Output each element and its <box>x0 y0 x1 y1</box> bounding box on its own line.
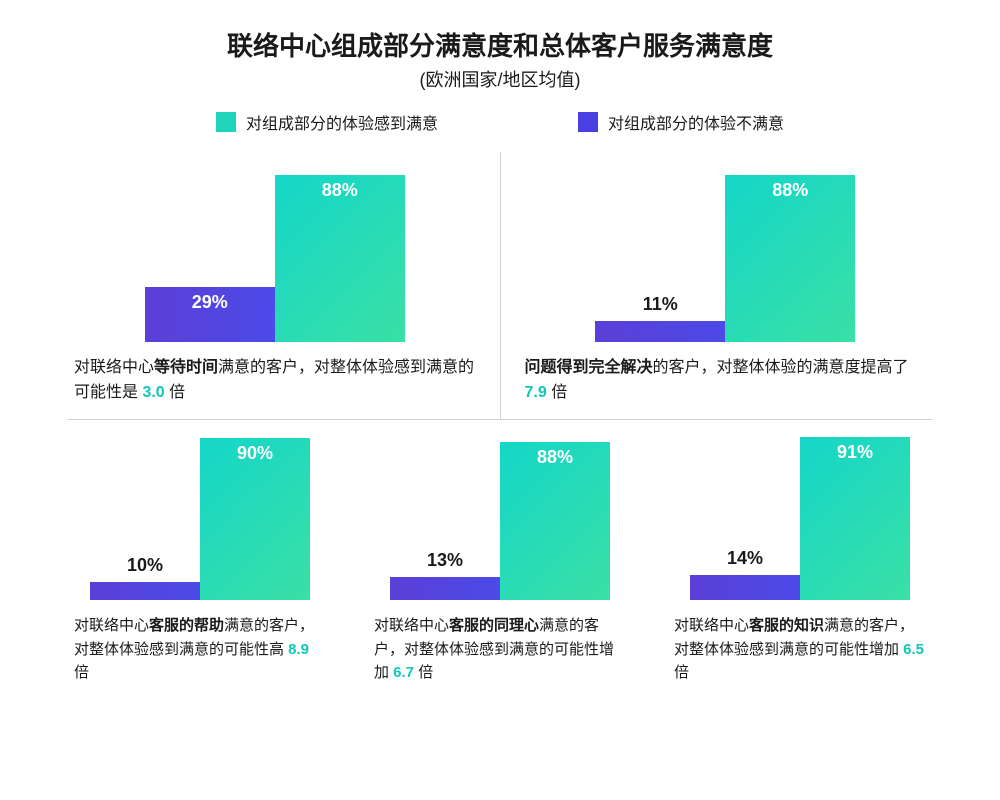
chart-panel: 10% 90% 对联络中心客服的帮助满意的客户，对整体体验感到满意的可能性高 8.9… <box>50 420 350 698</box>
legend: 对组成部分的体验感到满意 对组成部分的体验不满意 <box>50 110 950 134</box>
bar-label-unsatisfied: 10% <box>127 550 163 580</box>
legend-satisfied-label: 对组成部分的体验感到满意 <box>246 110 438 134</box>
chart-panel: 13% 88% 对联络中心客服的同理心满意的客户，对整体体验感到满意的可能性增加 6… <box>350 420 650 698</box>
title-block: 联络中心组成部分满意度和总体客户服务满意度 (欧洲国家/地区均值) <box>50 30 950 92</box>
bar-label-satisfied: 88% <box>537 442 573 472</box>
bar-wrap-satisfied: 90% <box>200 438 310 600</box>
bar-label-unsatisfied: 11% <box>643 289 678 319</box>
bar-label-unsatisfied: 14% <box>727 543 763 573</box>
chart-panel: 29% 88% 对联络中心等待时间满意的客户，对整体体验感到满意的可能性是 3.0 … <box>50 152 501 420</box>
bar-label-satisfied: 88% <box>322 175 358 205</box>
row-bottom: 10% 90% 对联络中心客服的帮助满意的客户，对整体体验感到满意的可能性高 8.9… <box>50 420 950 698</box>
sub-title: (欧洲国家/地区均值) <box>50 66 950 92</box>
bar-wrap-unsatisfied: 10% <box>90 550 200 600</box>
bar-label-satisfied: 90% <box>237 438 273 468</box>
bar-unsatisfied <box>595 321 725 342</box>
bar-unsatisfied <box>390 577 500 600</box>
bar-wrap-satisfied: 88% <box>725 175 855 342</box>
bar-label-unsatisfied: 13% <box>427 545 463 575</box>
bar-wrap-unsatisfied: 11% <box>595 289 725 342</box>
panel-caption: 对联络中心客服的帮助满意的客户，对整体体验感到满意的可能性高 8.9 倍 <box>68 614 332 684</box>
row-top: 29% 88% 对联络中心等待时间满意的客户，对整体体验感到满意的可能性是 3.0 … <box>50 152 950 420</box>
bar-label-unsatisfied: 29% <box>192 287 228 317</box>
legend-satisfied: 对组成部分的体验感到满意 <box>216 110 438 134</box>
panel-caption: 对联络中心客服的同理心满意的客户，对整体体验感到满意的可能性增加 6.7 倍 <box>368 614 632 684</box>
bar-group: 29% 88% <box>68 152 482 342</box>
bar-group: 13% 88% <box>368 420 632 600</box>
legend-unsatisfied: 对组成部分的体验不满意 <box>578 110 784 134</box>
bar-label-satisfied: 91% <box>837 437 873 467</box>
bar-label-satisfied: 88% <box>772 175 808 205</box>
bar-wrap-satisfied: 88% <box>500 442 610 600</box>
swatch-satisfied <box>216 112 236 132</box>
bar-group: 10% 90% <box>68 420 332 600</box>
chart-panel: 14% 91% 对联络中心客服的知识满意的客户，对整体体验感到满意的可能性增加 6.… <box>650 420 950 698</box>
bar-wrap-unsatisfied: 14% <box>690 543 800 600</box>
bar-unsatisfied <box>90 582 200 600</box>
panel-caption: 对联络中心等待时间满意的客户，对整体体验感到满意的可能性是 3.0 倍 <box>68 356 482 406</box>
bar-wrap-satisfied: 88% <box>275 175 405 342</box>
panel-caption: 对联络中心客服的知识满意的客户，对整体体验感到满意的可能性增加 6.5 倍 <box>668 614 932 684</box>
bar-group: 11% 88% <box>519 152 933 342</box>
panel-caption: 问题得到完全解决的客户，对整体体验的满意度提高了 7.9 倍 <box>519 356 933 406</box>
bar-wrap-satisfied: 91% <box>800 437 910 601</box>
bar-wrap-unsatisfied: 29% <box>145 287 275 342</box>
main-title: 联络中心组成部分满意度和总体客户服务满意度 <box>50 30 950 64</box>
bar-unsatisfied <box>690 575 800 600</box>
swatch-unsatisfied <box>578 112 598 132</box>
bar-wrap-unsatisfied: 13% <box>390 545 500 600</box>
bar-group: 14% 91% <box>668 420 932 600</box>
chart-panel: 11% 88% 问题得到完全解决的客户，对整体体验的满意度提高了 7.9 倍 <box>501 152 951 420</box>
legend-unsatisfied-label: 对组成部分的体验不满意 <box>608 110 784 134</box>
